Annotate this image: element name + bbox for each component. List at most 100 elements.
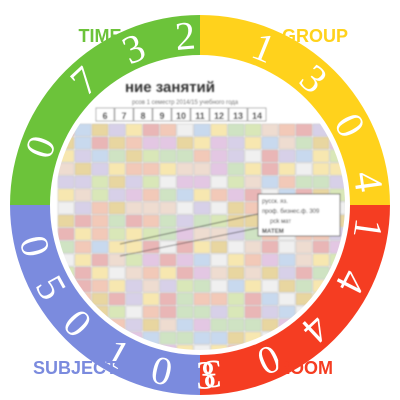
grid-cell: [142, 214, 160, 228]
grid-cell: [74, 136, 92, 150]
grid-cell: [278, 266, 296, 280]
grid-cell: [142, 175, 160, 189]
grid-cell: [91, 214, 109, 228]
callout-line-1: русск. яз.: [262, 199, 288, 205]
grid-cell: [74, 227, 92, 241]
grid-cell: [176, 162, 194, 176]
grid-cell: [210, 305, 228, 319]
grid-cell: [278, 305, 296, 319]
header-number: 6: [102, 111, 107, 121]
grid-cell: [74, 214, 92, 228]
grid-cell: [57, 344, 75, 350]
grid-cell: [125, 175, 143, 189]
header-number: 11: [195, 111, 205, 121]
grid-cell: [261, 149, 279, 163]
grid-cell: [210, 240, 228, 254]
time-digit: 2: [173, 12, 197, 59]
grid-cell: [227, 266, 245, 280]
grid-cell: [193, 136, 211, 150]
header-cell: [209, 107, 229, 122]
grid-cell: [244, 318, 262, 332]
grid-cell: [278, 136, 296, 150]
grid-cell: [210, 201, 228, 215]
grid-cell: [193, 227, 211, 241]
header-number: 12: [214, 111, 224, 121]
grid-cell: [193, 162, 211, 176]
grid-cell: [159, 214, 177, 228]
grid-cell: [176, 136, 194, 150]
grid-cell: [312, 175, 330, 189]
grid-cell: [329, 344, 345, 350]
group-label: GROUP: [282, 26, 348, 46]
grid-cell: [176, 331, 194, 345]
grid-cell: [125, 253, 143, 267]
grid-cell: [159, 123, 177, 137]
grid-cell: [210, 136, 228, 150]
grid-cell: [176, 344, 194, 350]
grid-cell: [159, 331, 177, 345]
callout-line-3: pck мат: [270, 219, 291, 225]
grid-cell: [125, 214, 143, 228]
grid-cell: [312, 149, 330, 163]
grid-cell: [227, 136, 245, 150]
grid-cell: [125, 266, 143, 280]
grid-cell: [91, 227, 109, 241]
grid-cell: [159, 279, 177, 293]
grid-cell: [125, 227, 143, 241]
grid-cell: [142, 149, 160, 163]
grid-cell: [227, 149, 245, 163]
grid-cell: [74, 162, 92, 176]
grid-cell: [329, 162, 345, 176]
grid-cell: [125, 136, 143, 150]
grid-cell: [74, 149, 92, 163]
grid-cell: [142, 123, 160, 137]
schedule-title: ние занятий: [125, 79, 215, 96]
grid-cell: [176, 123, 194, 137]
grid-cell: [159, 253, 177, 267]
grid-cell: [159, 266, 177, 280]
grid-cell: [125, 149, 143, 163]
header-number: 14: [252, 111, 262, 121]
grid-cell: [108, 227, 126, 241]
callout-box: русск. яз. проф. бизнес.ф. 309 pck мат М…: [119, 193, 341, 257]
grid-cell: [210, 331, 228, 345]
header-number: 13: [233, 111, 243, 121]
grid-cell: [278, 292, 296, 306]
grid-cell: [108, 162, 126, 176]
grid-cell: [142, 279, 160, 293]
grid-cell: [227, 188, 245, 202]
grid-cell: [210, 318, 228, 332]
grid-cell: [108, 136, 126, 150]
grid-cell: [159, 227, 177, 241]
grid-cell: [74, 253, 92, 267]
grid-cell: [261, 318, 279, 332]
grid-cell: [244, 123, 262, 137]
grid-cell: [108, 292, 126, 306]
header-cell: [152, 107, 172, 122]
grid-cell: [193, 344, 211, 350]
grid-cell: [244, 175, 262, 189]
grid-cell: [244, 305, 262, 319]
grid-cell: [329, 175, 345, 189]
grid-cell: [261, 279, 279, 293]
grid-cell: [193, 331, 211, 345]
grid-cell: [227, 201, 245, 215]
grid-cell: [193, 123, 211, 137]
grid-cell: [159, 188, 177, 202]
grid-cell: [261, 253, 279, 267]
grid-cell: [193, 305, 211, 319]
grid-cell: [142, 253, 160, 267]
grid-cell: [278, 149, 296, 163]
grid-cell: [295, 266, 313, 280]
grid-cell: [261, 266, 279, 280]
grid-cell: [227, 253, 245, 267]
grid-cell: [91, 201, 109, 215]
time-quadrant: [10, 15, 200, 205]
grid-cell: [91, 266, 109, 280]
grid-cell: [227, 240, 245, 254]
grid-cell: [74, 188, 92, 202]
header-number: 8: [140, 111, 145, 121]
room-quadrant: [200, 205, 390, 395]
grid-cell: [261, 136, 279, 150]
